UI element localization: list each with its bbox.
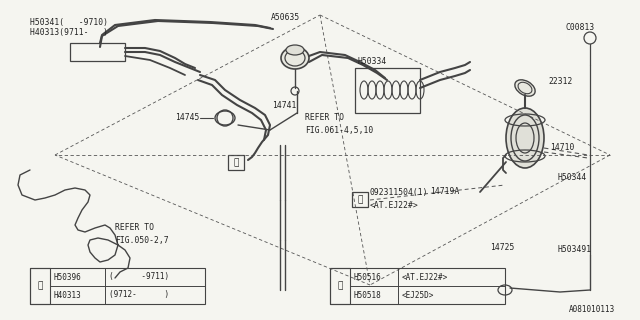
Text: H503491: H503491 — [558, 245, 592, 254]
Bar — [70, 43, 125, 61]
Text: A081010113: A081010113 — [569, 306, 615, 315]
Text: <AT.EJ22#>: <AT.EJ22#> — [370, 201, 419, 210]
Bar — [30, 268, 50, 304]
Text: C00813: C00813 — [565, 23, 595, 33]
Ellipse shape — [281, 47, 309, 69]
Ellipse shape — [286, 45, 304, 55]
Text: 14741: 14741 — [272, 100, 296, 109]
Bar — [30, 268, 205, 304]
Text: H50518: H50518 — [354, 291, 381, 300]
Text: 14710: 14710 — [550, 143, 574, 153]
Bar — [330, 268, 505, 304]
Text: H50341(   -9710): H50341( -9710) — [30, 18, 108, 27]
Text: 22312: 22312 — [548, 77, 572, 86]
Text: H50516: H50516 — [354, 273, 381, 282]
Bar — [352, 192, 368, 207]
Text: H40313: H40313 — [54, 291, 82, 300]
Ellipse shape — [506, 108, 544, 168]
Text: 092311504(1): 092311504(1) — [370, 188, 429, 197]
Bar — [355, 68, 420, 113]
Bar — [330, 268, 350, 304]
Text: H50334: H50334 — [358, 58, 387, 67]
Text: FIG.050-2,7: FIG.050-2,7 — [115, 236, 168, 244]
Text: REFER TO: REFER TO — [305, 114, 344, 123]
Text: H40313(9711-   ): H40313(9711- ) — [30, 28, 108, 37]
Text: 14745: 14745 — [175, 114, 200, 123]
Text: REFER TO: REFER TO — [115, 223, 154, 233]
Text: ①: ① — [234, 158, 239, 167]
Text: <EJ25D>: <EJ25D> — [402, 291, 435, 300]
Text: FIG.061-4,5,10: FIG.061-4,5,10 — [305, 125, 373, 134]
Text: ①: ① — [37, 282, 43, 291]
Text: (      -9711): ( -9711) — [109, 273, 169, 282]
Text: 14719A: 14719A — [430, 188, 460, 196]
Text: (9712-      ): (9712- ) — [109, 291, 169, 300]
Text: <AT.EJ22#>: <AT.EJ22#> — [402, 273, 448, 282]
Text: A50635: A50635 — [270, 13, 300, 22]
Bar — [228, 155, 244, 170]
Text: H50396: H50396 — [54, 273, 82, 282]
Ellipse shape — [515, 80, 535, 96]
Text: ②: ② — [337, 282, 342, 291]
Text: H50344: H50344 — [558, 173, 588, 182]
Text: 14725: 14725 — [490, 244, 515, 252]
Text: ②: ② — [357, 196, 363, 204]
